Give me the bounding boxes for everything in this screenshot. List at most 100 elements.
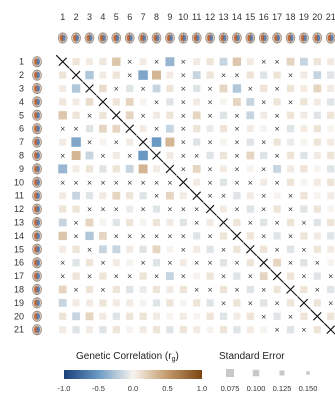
nonsignificant-marker: × xyxy=(207,85,213,93)
y-tick-label: 2 xyxy=(19,70,24,80)
nonsignificant-marker: × xyxy=(100,259,106,267)
nonsignificant-marker: × xyxy=(274,299,280,307)
x-tick-label: 20 xyxy=(312,12,322,22)
nonsignificant-marker: × xyxy=(87,206,93,214)
brain-icon xyxy=(32,243,42,255)
correlation-cell xyxy=(246,151,255,160)
x-tick-label: 7 xyxy=(141,12,146,22)
correlation-cell xyxy=(126,205,134,213)
correlation-cell xyxy=(260,84,268,93)
brain-icon xyxy=(32,176,42,188)
correlation-cell xyxy=(300,57,308,66)
correlation-tick-label: 0.5 xyxy=(162,384,172,393)
correlation-cell xyxy=(313,111,321,119)
x-tick-label: 21 xyxy=(326,12,335,22)
correlation-cell xyxy=(152,245,161,254)
nonsignificant-marker: × xyxy=(60,259,66,267)
correlation-cell xyxy=(246,259,254,267)
nonsignificant-marker: × xyxy=(234,112,240,120)
x-tick-label: 5 xyxy=(114,12,119,22)
correlation-cells: × × × × × × × × × × × × × × × × × × × × × × × × × × × × × × × × × × × × × × × ×… xyxy=(58,57,335,334)
correlation-cell xyxy=(232,57,242,66)
x-tick-label: 10 xyxy=(178,12,188,22)
nonsignificant-marker: × xyxy=(274,85,280,93)
correlation-cell xyxy=(99,272,107,280)
nonsignificant-marker: × xyxy=(140,179,146,187)
correlation-cell xyxy=(193,272,201,280)
correlation-cell xyxy=(112,218,120,227)
correlation-cell xyxy=(193,58,201,66)
brain-icon xyxy=(272,32,282,44)
correlation-cell xyxy=(99,58,107,66)
nonsignificant-marker: × xyxy=(234,165,240,173)
nonsignificant-marker: × xyxy=(180,165,186,173)
correlation-cell xyxy=(300,205,308,213)
nonsignificant-marker: × xyxy=(301,246,307,254)
brain-icon xyxy=(32,69,42,81)
correlation-cell xyxy=(206,219,214,226)
correlation-cell xyxy=(273,192,281,200)
nonsignificant-marker: × xyxy=(180,58,186,66)
correlation-cell xyxy=(260,71,268,79)
nonsignificant-marker: × xyxy=(207,192,213,200)
correlation-cell xyxy=(219,232,228,240)
correlation-cell xyxy=(138,150,148,161)
se-tick-label: 0.150 xyxy=(299,384,318,393)
correlation-cell xyxy=(313,178,321,186)
diagonal-cross xyxy=(179,178,188,187)
diagonal-cross xyxy=(313,312,322,321)
x-axis-tick-labels: 1 2 3 4 5 6 7 8 9 10 11 12 13 14 15 16 17 18 19 20 21 xyxy=(60,12,335,22)
column-brain-icons xyxy=(57,32,335,44)
correlation-cell xyxy=(72,312,80,321)
correlation-cell xyxy=(300,151,308,160)
nonsignificant-marker: × xyxy=(274,125,280,133)
correlation-tick-label: -0.5 xyxy=(92,384,105,393)
correlation-cell xyxy=(193,98,201,106)
correlation-cell xyxy=(166,219,174,226)
correlation-cell xyxy=(300,98,308,106)
nonsignificant-marker: × xyxy=(194,152,200,160)
correlation-cell xyxy=(327,218,335,227)
correlation-cell xyxy=(112,57,121,66)
se-legend-square xyxy=(306,371,310,375)
diagonal-cross xyxy=(152,151,161,160)
nonsignificant-marker: × xyxy=(167,259,173,267)
nonsignificant-marker: × xyxy=(221,192,227,200)
brain-icon xyxy=(111,32,122,44)
nonsignificant-marker: × xyxy=(207,179,213,187)
diagonal-cross xyxy=(326,325,335,334)
correlation-cell xyxy=(300,285,308,294)
correlation-cell xyxy=(327,85,335,92)
brain-icon xyxy=(32,230,42,242)
brain-icon xyxy=(32,96,42,108)
correlation-cell xyxy=(86,58,93,66)
x-tick-label: 2 xyxy=(74,12,79,22)
nonsignificant-marker: × xyxy=(288,313,294,321)
correlation-cell xyxy=(193,232,201,240)
nonsignificant-marker: × xyxy=(207,165,213,173)
nonsignificant-marker: × xyxy=(261,139,267,147)
nonsignificant-marker: × xyxy=(180,232,186,240)
brain-icon xyxy=(218,32,229,44)
brain-icon xyxy=(32,136,42,148)
correlation-cell xyxy=(206,272,214,280)
correlation-cell xyxy=(206,326,214,334)
nonsignificant-marker: × xyxy=(87,179,93,187)
nonsignificant-marker: × xyxy=(234,286,240,294)
row-brain-icons xyxy=(32,56,42,336)
y-tick-label: 19 xyxy=(14,298,24,308)
nonsignificant-marker: × xyxy=(194,219,200,227)
se-legend: Standard Error 0.075 0.100 0.125 0.150 xyxy=(219,351,317,393)
correlation-cell xyxy=(313,152,321,159)
correlation-cell xyxy=(85,231,94,241)
nonsignificant-marker: × xyxy=(261,98,267,106)
correlation-cell xyxy=(99,138,107,146)
correlation-cell xyxy=(313,138,321,146)
correlation-cell xyxy=(179,312,187,320)
correlation-cell xyxy=(166,152,174,159)
correlation-cell xyxy=(99,192,107,200)
nonsignificant-marker: × xyxy=(60,125,66,133)
nonsignificant-marker: × xyxy=(73,286,79,294)
nonsignificant-marker: × xyxy=(234,206,240,214)
correlation-cell xyxy=(85,151,94,160)
